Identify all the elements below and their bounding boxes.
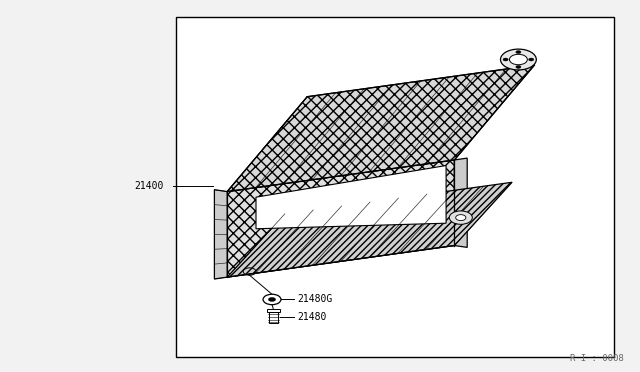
Circle shape [516, 65, 521, 68]
Circle shape [263, 294, 281, 305]
Text: 21480: 21480 [298, 312, 327, 322]
Circle shape [449, 211, 472, 224]
Text: 21480G: 21480G [298, 295, 333, 304]
Circle shape [509, 54, 527, 65]
Text: R I : 0008: R I : 0008 [570, 354, 624, 363]
Circle shape [456, 215, 466, 221]
Polygon shape [454, 158, 467, 247]
Polygon shape [227, 182, 512, 277]
Text: 21400: 21400 [134, 181, 163, 191]
Bar [176, 17, 614, 357]
Polygon shape [256, 166, 446, 229]
Circle shape [268, 297, 276, 302]
Polygon shape [214, 190, 227, 279]
Circle shape [516, 51, 521, 54]
Circle shape [529, 58, 534, 61]
Bar [267, 309, 280, 312]
Circle shape [503, 58, 508, 61]
Polygon shape [227, 160, 454, 277]
Circle shape [500, 49, 536, 70]
Bar [269, 312, 278, 323]
Polygon shape [227, 65, 534, 192]
